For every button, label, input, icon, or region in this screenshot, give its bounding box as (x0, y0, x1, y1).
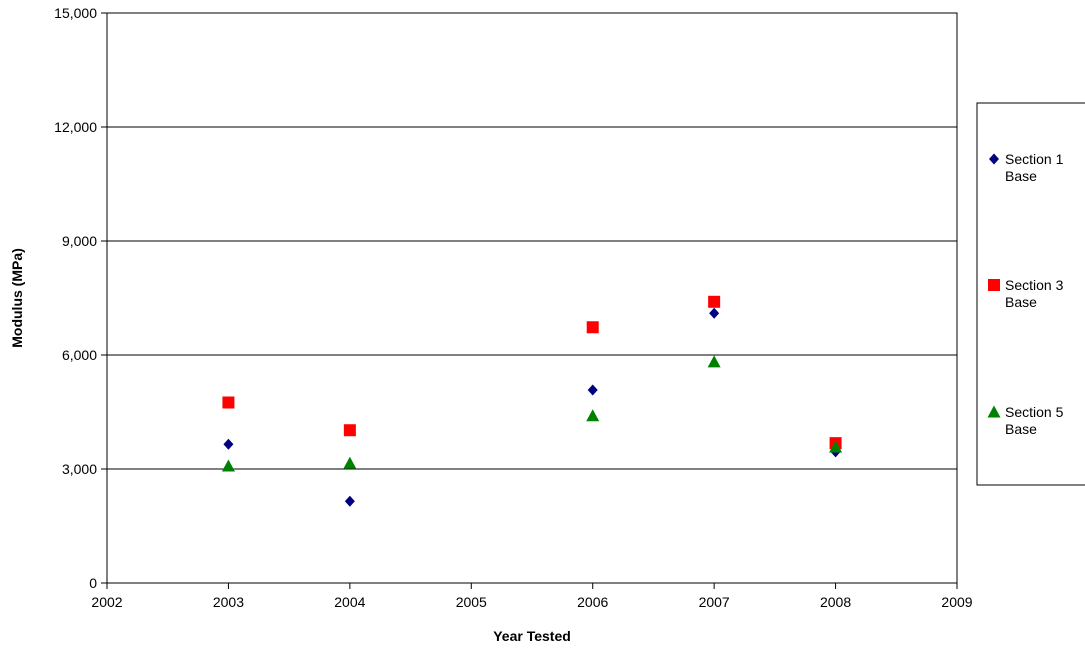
gridlines (107, 126, 957, 470)
x-tick-label: 2002 (91, 594, 122, 610)
x-tick-label: 2004 (334, 594, 365, 610)
x-tick-label: 2005 (456, 594, 487, 610)
point-triangle-marker (829, 440, 843, 453)
legend-label: Base (1005, 168, 1037, 184)
x-tick-label: 2008 (820, 594, 851, 610)
x-tick-labels: 2002 2003 2004 2005 2006 2007 2008 2009 (91, 594, 972, 610)
point-triangle-marker (707, 355, 721, 368)
point-square-marker (343, 424, 356, 437)
y-axis-title: Modulus (MPa) (9, 248, 25, 348)
legend-diamond-marker (989, 153, 999, 165)
axis-ticks (101, 12, 958, 589)
plot-area (106, 12, 958, 584)
y-tick-label: 12,000 (54, 119, 97, 135)
point-triangle-marker (586, 409, 600, 422)
y-tick-label: 3,000 (62, 461, 97, 477)
point-diamond-marker (344, 495, 355, 507)
legend-label: Base (1005, 294, 1037, 310)
y-tick-label: 0 (89, 575, 97, 591)
y-tick-label: 15,000 (54, 5, 97, 21)
point-diamond-marker (587, 384, 598, 396)
point-diamond-marker (709, 307, 720, 319)
legend-box (976, 102, 1085, 486)
x-tick-label: 2003 (213, 594, 244, 610)
point-diamond-marker (223, 438, 234, 450)
legend-square-marker (988, 279, 1000, 291)
x-tick-label: 2007 (699, 594, 730, 610)
point-square-marker (708, 295, 721, 308)
x-axis-title: Year Tested (493, 628, 571, 644)
point-square-marker (222, 396, 235, 409)
point-triangle-marker (343, 456, 357, 469)
legend-label: Section 1 (1005, 151, 1064, 167)
x-tick-label: 2006 (577, 594, 608, 610)
point-triangle-marker (221, 459, 235, 472)
legend-label: Base (1005, 421, 1037, 437)
legend-label: Section 3 (1005, 277, 1064, 293)
y-tick-labels: 0 3,000 6,000 9,000 12,000 15,000 (54, 5, 97, 591)
y-tick-label: 9,000 (62, 233, 97, 249)
x-tick-label: 2009 (941, 594, 972, 610)
y-tick-label: 6,000 (62, 347, 97, 363)
legend-label: Section 5 (1005, 404, 1064, 420)
legend-triangle-marker (987, 405, 1001, 418)
data-points (221, 295, 843, 507)
point-square-marker (586, 321, 599, 334)
